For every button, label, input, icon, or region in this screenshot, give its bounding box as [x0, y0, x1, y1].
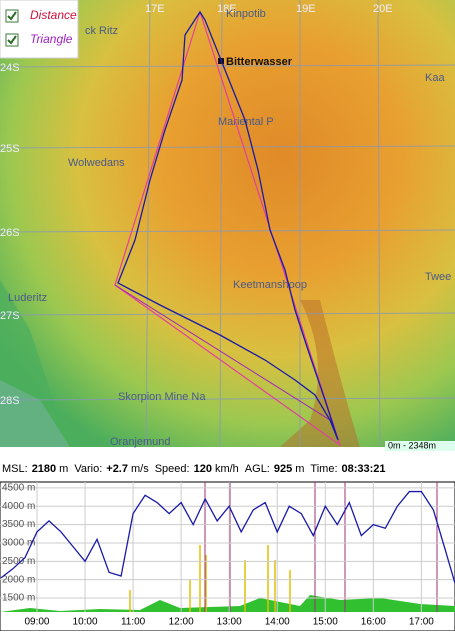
check-mark	[7, 35, 17, 45]
place-label: Luderitz	[8, 292, 47, 304]
place-label: Kinpotib	[226, 8, 266, 20]
status-label: Speed:	[155, 463, 190, 475]
status-value: 08:33:21	[342, 463, 386, 475]
x-tick-label: 12:00	[169, 617, 194, 628]
legend-panel: Distance Triangle	[0, 0, 79, 59]
status-unit: m	[295, 463, 304, 475]
status-unit: m/s	[131, 463, 149, 475]
longitude-label: 20E	[373, 3, 393, 15]
y-tick-label: 2000 m	[2, 574, 35, 585]
legend-label: Triangle	[30, 32, 73, 46]
place-label: ck Ritz	[85, 25, 118, 37]
y-tick-label: 1500 m	[2, 593, 35, 604]
place-label: Skorpion Mine Na	[118, 391, 206, 403]
latitude-label: 28S	[0, 395, 20, 407]
latitude-label: 27S	[0, 310, 20, 322]
x-tick-label: 17:00	[409, 617, 434, 628]
x-tick-label: 15:00	[313, 617, 338, 628]
latitude-label: 26S	[0, 227, 20, 239]
x-tick-label: 09:00	[24, 617, 49, 628]
task-point-lines	[204, 482, 438, 612]
y-tick-label: 2500 m	[2, 556, 35, 567]
place-label: Twee	[425, 271, 451, 283]
map[interactable]: 17E 18E 19E 20E 24S 25S 26S 27S 28S ck Ritz Kinpo…	[0, 0, 455, 451]
x-tick-label: 14:00	[265, 617, 290, 628]
vario-bars	[129, 545, 291, 612]
flight-track	[117, 10, 339, 441]
x-tick-label: 13:00	[217, 617, 242, 628]
place-label: Oranjemund	[110, 436, 171, 448]
status-value: 2180	[32, 463, 56, 475]
y-tick-label: 4000 m	[2, 501, 35, 512]
status-label: AGL:	[245, 463, 270, 475]
status-unit: m	[59, 463, 68, 475]
latitude-label: 25S	[0, 143, 20, 155]
y-tick-label: 3000 m	[2, 538, 35, 549]
status-text: MSL: 2180 m Vario: +2.7 m/s Speed: 120 km/h AGL: 9…	[2, 463, 386, 475]
x-tick-label: 11:00	[121, 617, 146, 628]
place-label: Keetmanshoop	[233, 279, 307, 291]
latitude-label: 24S	[0, 62, 20, 74]
y-tick-label: 4500 m	[2, 483, 35, 494]
place-label: Kaa	[425, 72, 445, 84]
status-label: Time:	[310, 463, 337, 475]
x-tick-label: 16:00	[361, 617, 386, 628]
status-label: MSL:	[2, 463, 28, 475]
status-label: Vario:	[74, 463, 102, 475]
scale-label: 0m - 2348m	[388, 440, 436, 450]
status-bar	[0, 458, 455, 480]
longitude-label: 17E	[145, 3, 165, 15]
altitude-line	[0, 490, 455, 584]
x-tick-label: 10:00	[73, 617, 98, 628]
status-value: +2.7	[106, 463, 128, 475]
check-mark	[7, 11, 17, 21]
status-unit: km/h	[215, 463, 239, 475]
longitude-label: 19E	[296, 3, 316, 15]
scale-box	[385, 441, 455, 451]
place-label: Bitterwasser	[226, 56, 293, 68]
y-tick-label: 3500 m	[2, 519, 35, 530]
status-value: 120	[194, 463, 212, 475]
legend-label: Distance	[30, 8, 77, 22]
terrain	[0, 595, 455, 612]
distance-line	[114, 284, 331, 421]
status-value: 925	[274, 463, 292, 475]
longitude-label: 18E	[217, 3, 237, 15]
place-label: Wolwedans	[68, 157, 125, 169]
